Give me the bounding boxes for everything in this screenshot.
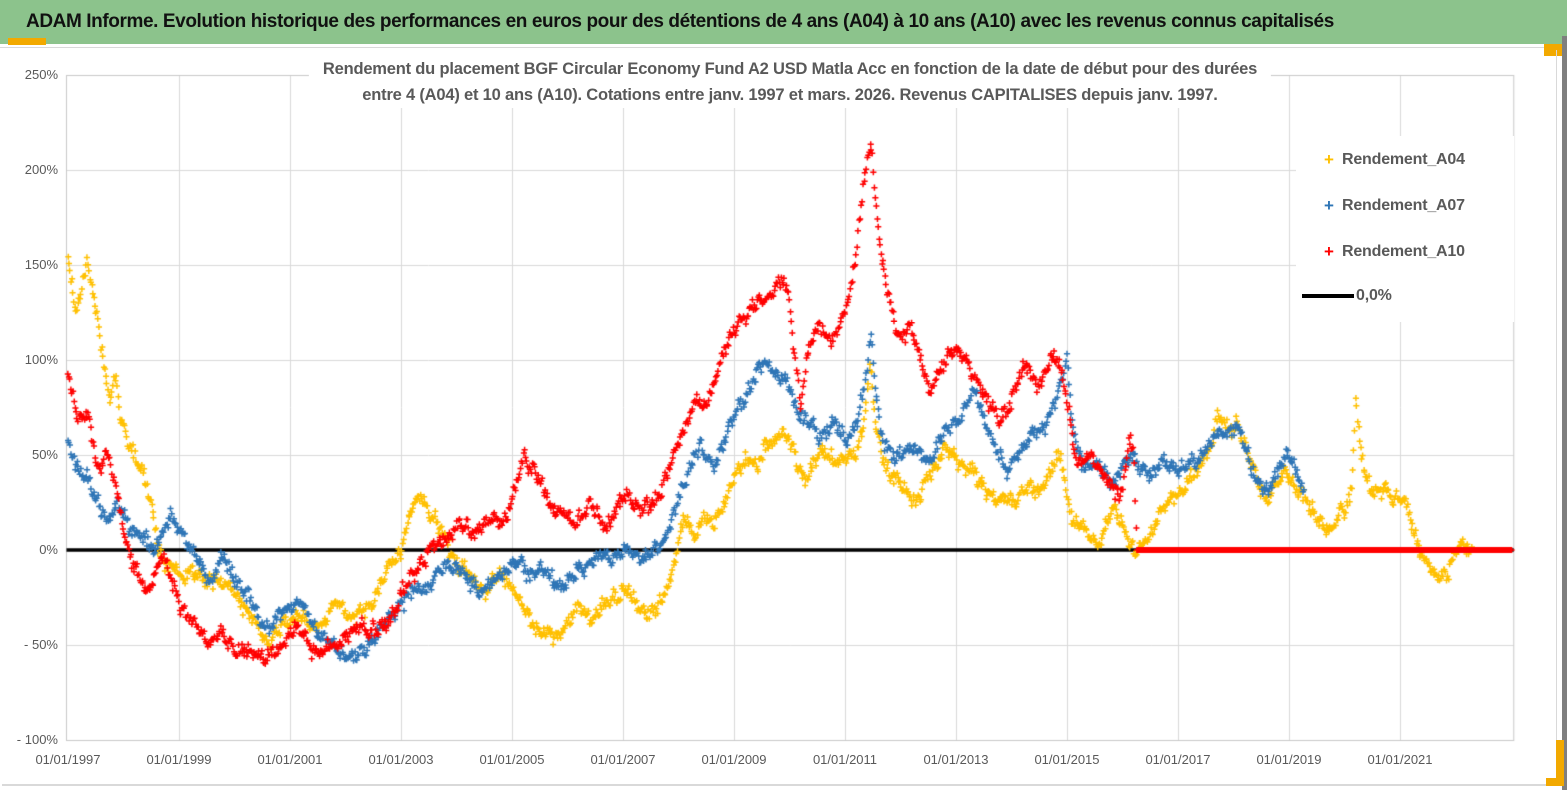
x-axis-label: 01/01/2013: [923, 752, 989, 767]
x-axis-label: 01/01/1999: [146, 752, 212, 767]
y-axis-label: 0%: [39, 542, 58, 557]
chart-title-line1: Rendement du placement BGF Circular Econ…: [322, 60, 1258, 78]
x-axis-label: 01/01/2011: [812, 752, 878, 767]
x-axis-label: 01/01/2001: [257, 752, 323, 767]
y-axis-label: 250%: [24, 67, 58, 82]
legend-label-a04: Rendement_A04: [1342, 151, 1465, 168]
legend-label-zero: 0,0%: [1356, 287, 1392, 304]
x-axis-label: 01/01/2007: [590, 752, 656, 767]
x-axis-label: 01/01/1997: [35, 752, 101, 767]
y-axis-label: 200%: [24, 162, 58, 177]
y-axis-label: - 100%: [16, 732, 58, 747]
y-axis-label: 150%: [24, 257, 58, 272]
selection-handle-bottom-right-v[interactable]: [1556, 740, 1564, 786]
zero-line-swatch-icon: [1302, 294, 1354, 298]
legend-label-a10: Rendement_A10: [1342, 243, 1465, 260]
plus-marker-icon-a04: +: [1324, 150, 1334, 169]
legend-label-a07: Rendement_A07: [1342, 197, 1465, 214]
x-axis-label: 01/01/2015: [1034, 752, 1100, 767]
plus-marker-icon-a07: +: [1324, 196, 1334, 215]
x-axis-label: 01/01/2005: [479, 752, 545, 767]
chart-title-line2: entre 4 (A04) et 10 ans (A10). Cotations…: [362, 86, 1218, 104]
legend-item-a07[interactable]: + Rendement_A07: [1296, 196, 1465, 216]
selection-handle-bottom-right-h[interactable]: [1546, 778, 1564, 786]
x-axis-label: 01/01/2019: [1256, 752, 1322, 767]
legend-item-a04[interactable]: + Rendement_A04: [1296, 150, 1465, 170]
x-axis-label: 01/01/2003: [368, 752, 434, 767]
y-axis-label: 100%: [24, 352, 58, 367]
legend: + Rendement_A04 + Rendement_A07 + Rendem…: [1296, 136, 1514, 322]
y-axis-label: 50%: [31, 447, 58, 462]
plus-marker-icon-a10: +: [1324, 242, 1334, 261]
x-axis-label: 01/01/2017: [1145, 752, 1211, 767]
legend-item-a10[interactable]: + Rendement_A10: [1296, 242, 1465, 262]
x-axis-label: 01/01/2009: [701, 752, 767, 767]
y-axis-label: - 50%: [24, 637, 58, 652]
chart-title: Rendement du placement BGF Circular Econ…: [308, 56, 1272, 108]
legend-item-zero-line[interactable]: 0,0%: [1296, 286, 1392, 306]
x-axis-label: 01/01/2021: [1367, 752, 1433, 767]
